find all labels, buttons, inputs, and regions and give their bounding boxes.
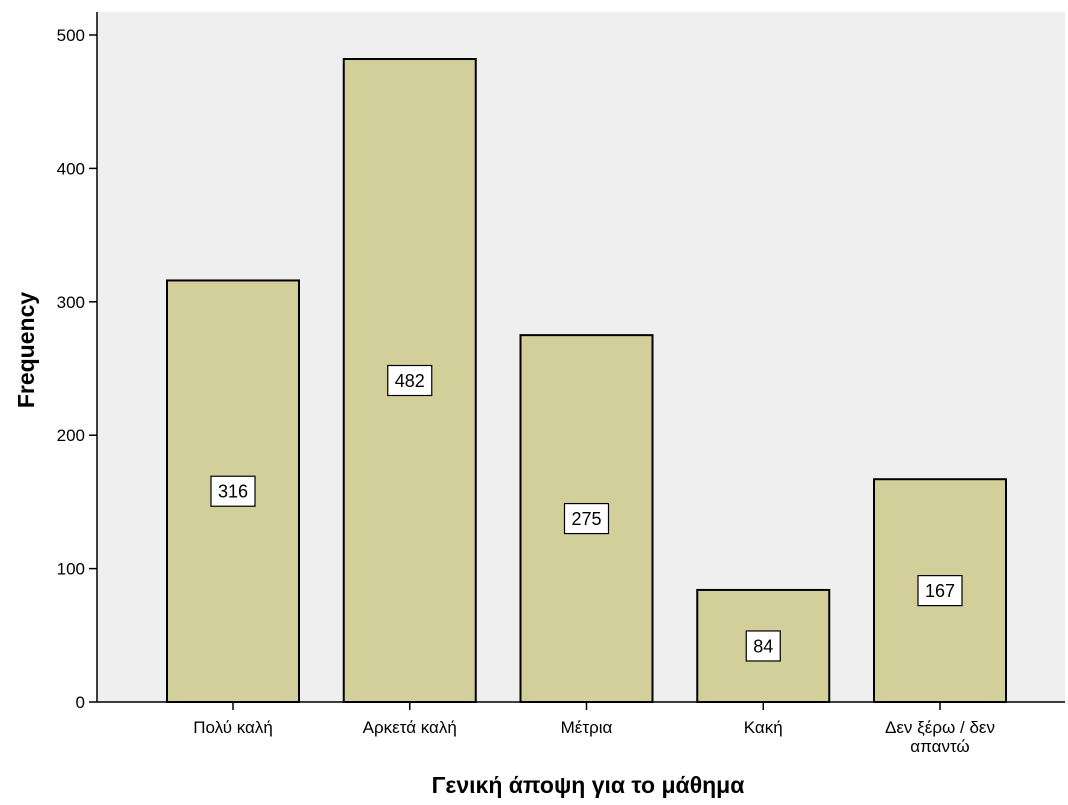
- data-label-box: [210, 475, 256, 507]
- data-label-box: [917, 575, 963, 607]
- x-tick-label: Κακή: [744, 718, 783, 737]
- x-tick-label: Μέτρια: [561, 718, 613, 737]
- x-tick-label: Πολύ καλή: [193, 718, 273, 737]
- y-axis-title: Frequency: [13, 292, 39, 409]
- data-label: 84: [753, 636, 773, 656]
- y-tick-label: 300: [57, 293, 85, 312]
- x-tick-label: Δεν ξέρω / δεν απαντώ: [885, 718, 995, 756]
- data-label: 167: [925, 581, 955, 601]
- data-label: 275: [571, 509, 601, 529]
- y-tick-label: 0: [76, 693, 85, 712]
- data-label-box: [563, 502, 610, 535]
- bars: 316 482 275 84 167: [166, 58, 1007, 703]
- x-axis-title: Γενική άποψη για το μάθημα: [432, 772, 745, 798]
- x-tick-label: Αρκετά καλή: [363, 718, 457, 737]
- data-label-box: [745, 630, 781, 662]
- data-label: 316: [218, 482, 248, 502]
- axes: 0 100 200 300 400 500 Πολύ καλή Αρκετά καλή Μέτρ…: [57, 12, 1065, 756]
- data-label-box: [387, 364, 433, 397]
- y-tick-label: 400: [57, 159, 85, 178]
- data-label: 482: [395, 371, 425, 391]
- y-tick-label: 200: [57, 426, 85, 445]
- y-tick-label: 500: [57, 26, 85, 45]
- y-tick-label: 100: [57, 560, 85, 579]
